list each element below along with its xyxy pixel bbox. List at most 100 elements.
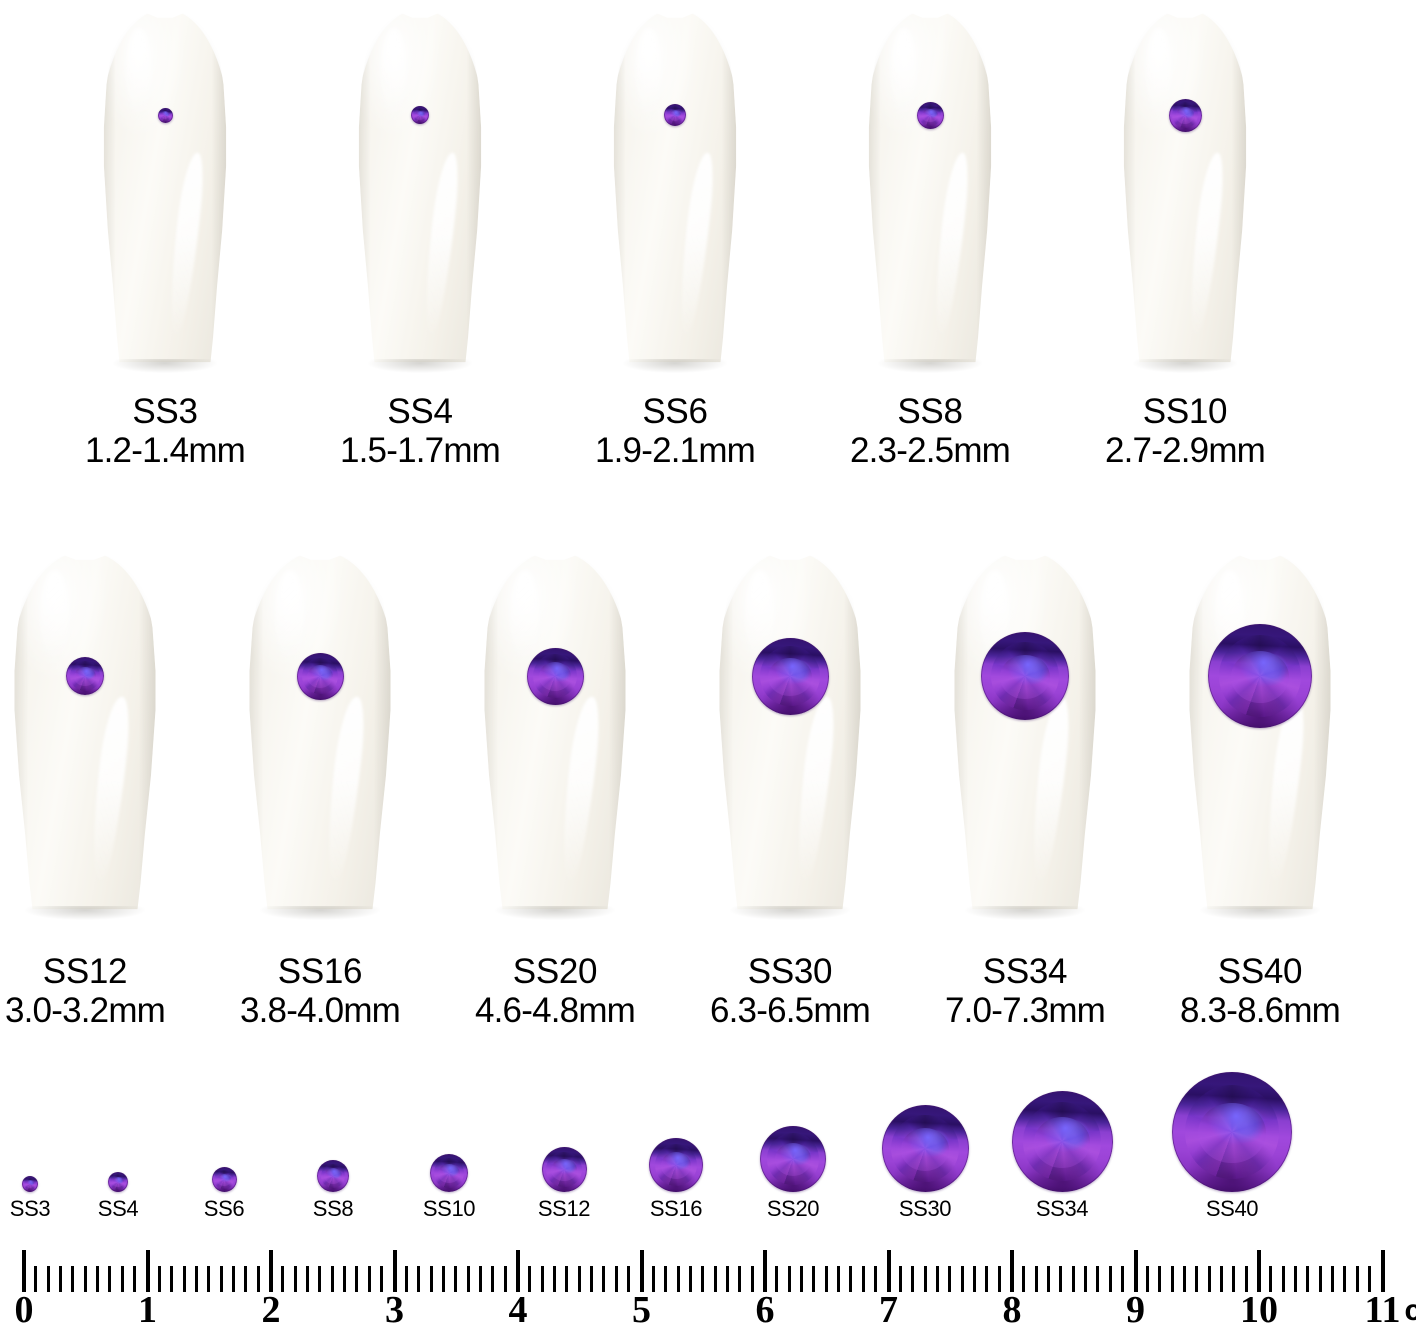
ruler-number: 7 bbox=[879, 1288, 898, 1332]
ruler-minor-tick bbox=[936, 1266, 939, 1292]
ruler-minor-tick bbox=[405, 1266, 408, 1292]
gem-scale-label: SS16 bbox=[650, 1196, 702, 1222]
ruler-minor-tick bbox=[1183, 1266, 1186, 1292]
ruler-minor-tick bbox=[108, 1266, 111, 1292]
ruler-minor-tick bbox=[183, 1266, 186, 1292]
size-code-label: SS10 bbox=[1105, 392, 1265, 431]
rhinestone-gem bbox=[411, 106, 429, 124]
gem-scale-item: SS6 bbox=[212, 1167, 237, 1192]
ruler-minor-tick bbox=[590, 1266, 593, 1292]
ruler-minor-tick bbox=[417, 1266, 420, 1292]
ruler-minor-tick bbox=[652, 1266, 655, 1292]
gem-scale-label: SS3 bbox=[10, 1196, 50, 1222]
rhinestone-gem bbox=[882, 1105, 969, 1192]
ruler-minor-tick bbox=[899, 1266, 902, 1292]
ruler-minor-tick bbox=[318, 1266, 321, 1292]
nail-body bbox=[355, 10, 485, 365]
ruler-minor-tick bbox=[849, 1266, 852, 1292]
ruler-major-tick bbox=[1257, 1250, 1261, 1292]
ruler-minor-tick bbox=[1047, 1266, 1050, 1292]
ruler-minor-tick bbox=[726, 1266, 729, 1292]
ruler-minor-tick bbox=[800, 1266, 803, 1292]
ruler-minor-tick bbox=[862, 1266, 865, 1292]
ruler-minor-tick bbox=[1059, 1266, 1062, 1292]
rhinestone-gem bbox=[66, 657, 104, 695]
rhinestone-gem bbox=[1012, 1091, 1113, 1192]
nail-tip bbox=[1120, 10, 1250, 365]
ruler-minor-tick bbox=[615, 1266, 618, 1292]
ruler-minor-tick bbox=[528, 1266, 531, 1292]
gem-scale-label: SS10 bbox=[423, 1196, 475, 1222]
nail-gloss-highlight bbox=[87, 695, 132, 884]
rhinestone-gem bbox=[752, 638, 829, 715]
nail-body bbox=[480, 552, 630, 912]
size-diameter-label: 2.3-2.5mm bbox=[850, 431, 1010, 470]
ruler-minor-tick bbox=[133, 1266, 136, 1292]
nail-gloss-highlight bbox=[1027, 695, 1072, 884]
size-code-label: SS6 bbox=[595, 392, 755, 431]
nail-gloss-highlight bbox=[792, 695, 837, 884]
ruler-minor-tick bbox=[1084, 1266, 1087, 1292]
size-diameter-label: 3.8-4.0mm bbox=[240, 991, 400, 1030]
ruler-minor-tick bbox=[430, 1266, 433, 1292]
ruler-number: 0 bbox=[15, 1288, 34, 1332]
ruler-minor-tick bbox=[812, 1266, 815, 1292]
ruler-major-tick bbox=[516, 1250, 520, 1292]
ruler-minor-tick bbox=[1282, 1266, 1285, 1292]
nail-gloss-highlight bbox=[1186, 151, 1227, 337]
rhinestone-gem bbox=[981, 632, 1069, 720]
ruler-minor-tick bbox=[924, 1266, 927, 1292]
ruler-unit-label: cm bbox=[1405, 1294, 1416, 1328]
ruler-minor-tick bbox=[565, 1266, 568, 1292]
size-code-label: SS34 bbox=[945, 952, 1105, 991]
ruler-minor-tick bbox=[911, 1266, 914, 1292]
ruler-minor-tick bbox=[491, 1266, 494, 1292]
ruler-major-tick bbox=[887, 1250, 891, 1292]
ruler-minor-tick bbox=[1096, 1266, 1099, 1292]
nail-body bbox=[10, 552, 160, 912]
nail-tip bbox=[865, 10, 995, 365]
rhinestone-gem bbox=[664, 104, 686, 126]
ruler-minor-tick bbox=[158, 1266, 161, 1292]
ruler-minor-tick bbox=[34, 1266, 37, 1292]
ruler-minor-tick bbox=[306, 1266, 309, 1292]
rhinestone-gem bbox=[22, 1176, 38, 1192]
ruler-number: 4 bbox=[509, 1288, 528, 1332]
nail-top-highlight bbox=[891, 28, 917, 120]
nail-tip bbox=[245, 552, 395, 912]
ruler-minor-tick bbox=[973, 1266, 976, 1292]
nail-edge-shading bbox=[355, 10, 485, 365]
nail-edge-shading bbox=[610, 10, 740, 365]
ruler-minor-tick bbox=[1195, 1266, 1198, 1292]
size-code-label: SS30 bbox=[710, 952, 870, 991]
nail-tip bbox=[715, 552, 865, 912]
nail-body bbox=[865, 10, 995, 365]
ruler-number: 10 bbox=[1240, 1288, 1278, 1332]
ruler-minor-tick bbox=[380, 1266, 383, 1292]
ruler-minor-tick bbox=[689, 1266, 692, 1292]
ruler-minor-tick bbox=[837, 1266, 840, 1292]
size-diameter-label: 1.9-2.1mm bbox=[595, 431, 755, 470]
rhinestone-gem bbox=[158, 108, 173, 123]
ruler-minor-tick bbox=[578, 1266, 581, 1292]
nail-gloss-highlight bbox=[166, 151, 207, 337]
ruler-minor-tick bbox=[71, 1266, 74, 1292]
nail-gloss-highlight bbox=[557, 695, 602, 884]
centimeter-ruler: 01234567891011cm bbox=[0, 1248, 1416, 1326]
ruler-minor-tick bbox=[948, 1266, 951, 1292]
ruler-minor-tick bbox=[442, 1266, 445, 1292]
nail-top-highlight bbox=[636, 28, 662, 120]
rhinestone-gem bbox=[317, 1160, 349, 1192]
size-diameter-label: 8.3-8.6mm bbox=[1180, 991, 1340, 1030]
nail-tip bbox=[1185, 552, 1335, 912]
ruler-minor-tick bbox=[541, 1266, 544, 1292]
ruler-major-tick bbox=[763, 1250, 767, 1292]
rhinestone-gem bbox=[430, 1154, 468, 1192]
ruler-major-tick bbox=[269, 1250, 273, 1292]
